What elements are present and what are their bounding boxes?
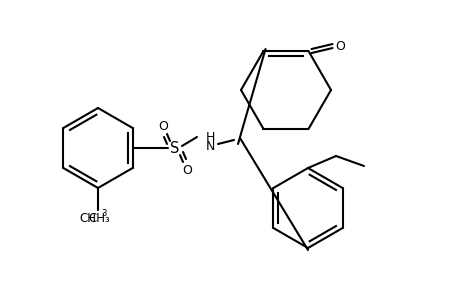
Text: CH₃: CH₃ [88,212,110,224]
Text: O: O [158,119,168,133]
Text: H: H [205,130,214,143]
Text: CH: CH [79,212,96,224]
Text: N: N [205,140,214,152]
Text: O: O [335,40,345,52]
Text: 3: 3 [101,209,106,218]
Text: O: O [182,164,191,176]
Text: S: S [170,140,179,155]
